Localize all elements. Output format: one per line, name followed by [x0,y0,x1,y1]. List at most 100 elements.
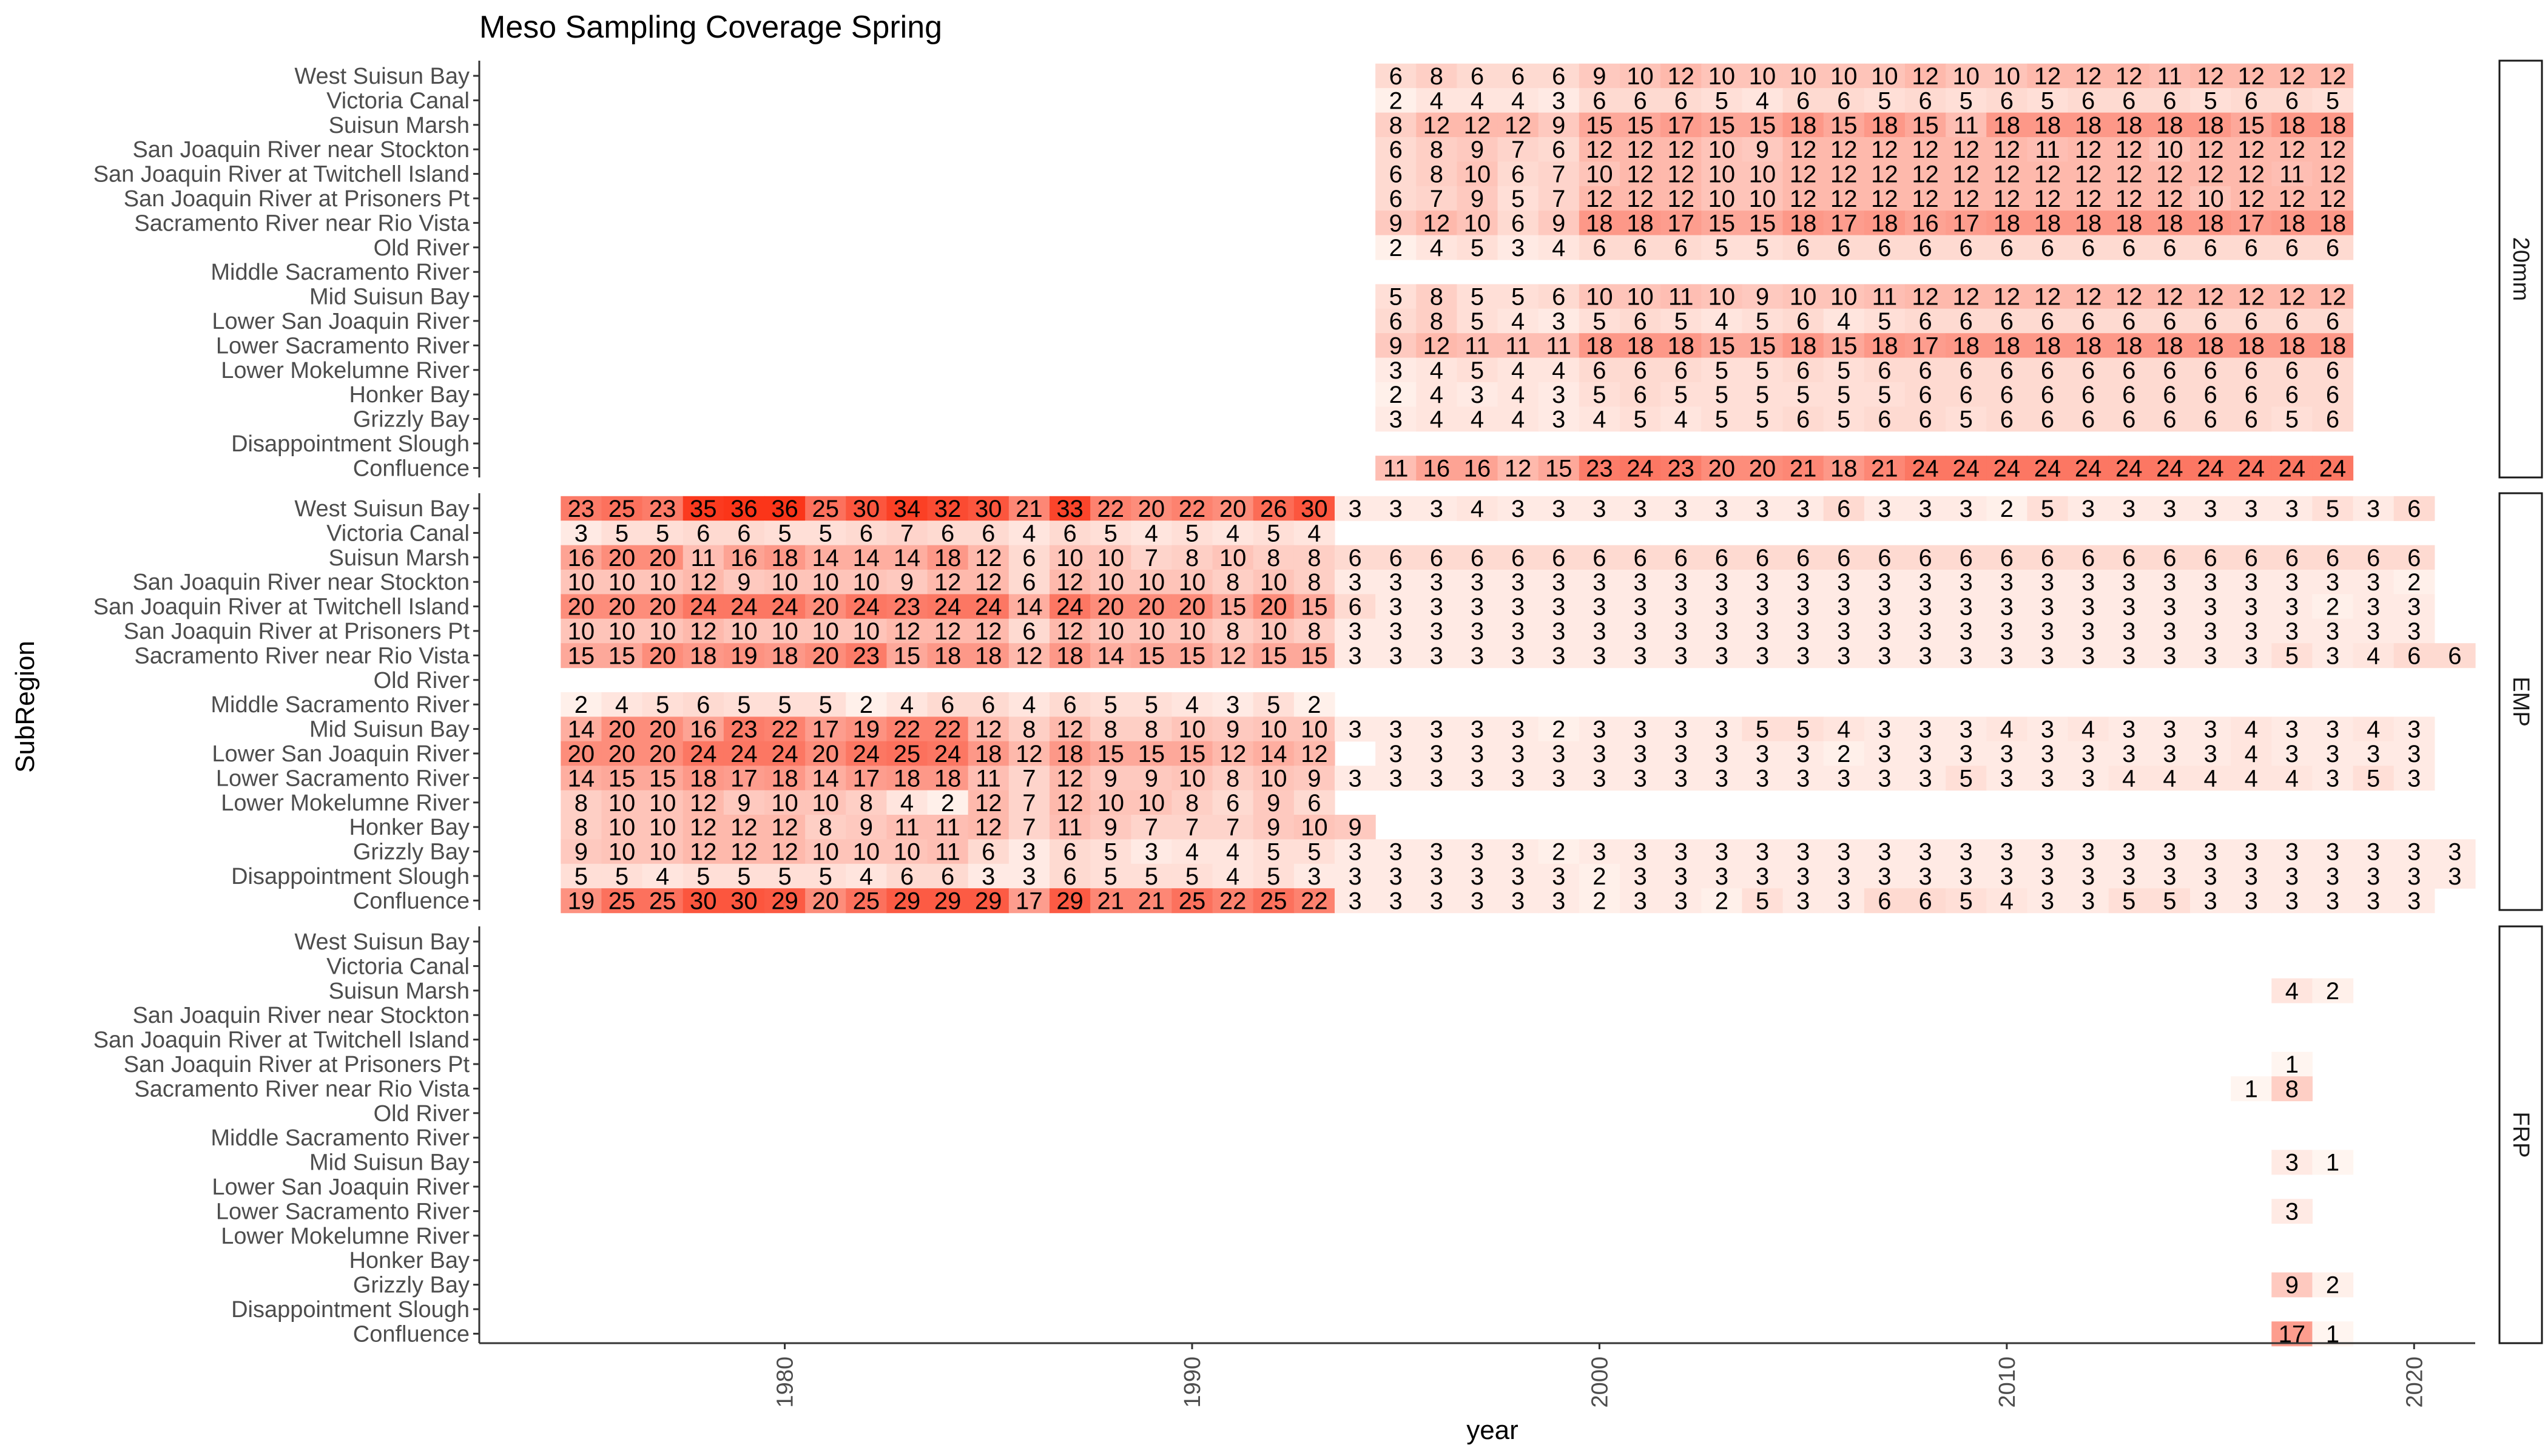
heat-cell [1375,235,1417,260]
heat-cell [764,521,806,546]
cell-value-label: 12 [1505,455,1532,482]
heat-cell [2312,357,2354,383]
cell-value-label: 3 [1389,618,1403,645]
heat-cell [1457,137,1498,162]
heat-cell [927,545,969,570]
cell-value-label: 12 [1830,186,1858,212]
heat-cell [2149,284,2191,309]
cell-value-label: 18 [2115,112,2143,139]
cell-value-label: 5 [2163,888,2176,914]
heat-cell [1782,112,1824,138]
heat-cell [1497,545,1539,570]
cell-value-label: 3 [1471,642,1484,669]
heat-cell [2393,545,2435,570]
cell-value-label: 5 [1389,284,1403,311]
heat-cell [1782,137,1824,162]
heat-cell [764,570,806,595]
heat-cell [1823,211,1865,236]
cell-value-label: 5 [1960,765,1973,792]
cell-value-label: 6 [1511,161,1525,188]
cell-value-label: 23 [568,496,595,522]
cell-value-label: 14 [894,545,921,571]
cell-value-label: 3 [1878,594,1891,621]
cell-value-label: 20 [608,716,636,743]
cell-value-label: 4 [1837,308,1850,335]
heat-cell [2149,211,2191,236]
cell-value-label: 3 [1389,569,1403,596]
heat-cell [1864,161,1906,187]
cell-value-label: 8 [1226,618,1239,645]
cell-value-label: 6 [2285,382,2299,408]
subregion-label: San Joaquin River near Stockton [132,570,470,595]
cell-value-label: 10 [1708,186,1736,212]
cell-value-label: 25 [894,741,921,767]
cell-value-label: 6 [1918,87,1932,114]
cell-value-label: 6 [1022,545,1036,571]
cell-value-label: 6 [2285,545,2299,571]
subregion-label: Middle Sacramento River [211,1125,470,1151]
cell-value-label: 3 [1796,863,1810,890]
cell-value-label: 15 [1830,112,1858,139]
subregion-label: West Suisun Bay [294,496,470,522]
cell-value-label: 11 [935,814,960,841]
cell-value-label: 10 [1219,545,1247,571]
heat-cell [2231,570,2272,595]
cell-value-label: 9 [737,790,750,817]
heat-cell [2312,382,2354,407]
cell-value-label: 3 [1389,406,1403,433]
cell-value-label: 8 [1389,112,1403,139]
heat-cell [2231,382,2272,407]
cell-value-label: 6 [2407,545,2421,571]
heat-cell [1742,594,1784,619]
cell-value-label: 12 [2115,284,2143,311]
heat-cell [2068,88,2109,113]
cell-value-label: 6 [1674,357,1688,384]
cell-value-label: 6 [2122,308,2135,335]
heat-cell [1864,308,1906,334]
heat-cell [1293,545,1335,570]
heat-cell [1416,137,1458,162]
heat-cell [886,496,928,521]
heat-cell [1620,456,1661,481]
heat-cell [2190,545,2231,570]
heat-cell [1823,161,1865,187]
cell-value-label: 4 [1511,308,1525,335]
cell-value-label: 19 [730,642,758,669]
cell-value-label: 3 [1960,642,1973,669]
cell-value-label: 6 [2163,357,2176,384]
cell-value-label: 5 [615,520,629,547]
cell-value-label: 10 [1626,63,1654,90]
heat-cell [1579,112,1620,138]
cell-value-label: 15 [1912,112,1939,139]
cell-value-label: 6 [2163,235,2176,261]
cell-value-label: 15 [1301,642,1328,669]
cell-value-label: 3 [1756,618,1769,645]
heat-cell [1742,333,1784,359]
heat-cell [2353,545,2395,570]
heat-cell [1579,137,1620,162]
cell-value-label: 7 [1185,814,1199,841]
cell-value-label: 10 [1830,63,1858,90]
heat-cell [2190,63,2231,89]
cell-value-label: 30 [853,496,880,522]
heat-cell [1660,235,1702,260]
cell-value-label: 10 [568,569,595,596]
cell-value-label: 3 [2041,888,2054,914]
cell-value-label: 3 [1674,863,1688,890]
heat-cell [1497,496,1539,521]
heat-cell [2068,496,2109,521]
subregion-label: Lower San Joaquin River [212,309,470,334]
cell-value-label: 18 [2197,332,2224,359]
cell-value-label: 3 [1878,839,1891,866]
cell-value-label: 3 [2326,888,2339,914]
x-tick-label: 1980 [773,1357,798,1408]
cell-value-label: 20 [812,594,839,621]
cell-value-label: 4 [2203,765,2217,792]
cell-value-label: 3 [1674,888,1688,914]
cell-value-label: 3 [1348,839,1361,866]
cell-value-label: 4 [1430,357,1443,384]
cell-value-label: 12 [2075,284,2102,311]
cell-value-label: 5 [2041,87,2054,114]
heat-cell [2068,545,2109,570]
